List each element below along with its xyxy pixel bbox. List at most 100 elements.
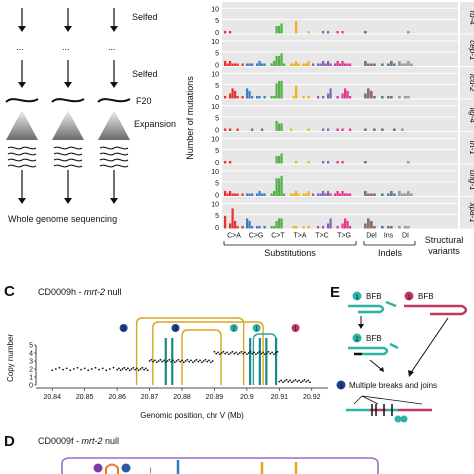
copy-number-points: [51, 350, 311, 384]
copy-number-ytick: 2: [29, 367, 33, 374]
mutation-bar: [336, 190, 339, 196]
copy-number-point: [170, 360, 173, 363]
copy-number-point: [148, 360, 151, 362]
mutation-bar: [241, 193, 244, 196]
mutation-bar: [364, 93, 367, 99]
sv-arc: [181, 329, 222, 385]
mutation-bar: [241, 63, 244, 66]
row-background: [222, 34, 458, 66]
mutation-bar: [251, 225, 254, 229]
row-ytick: 5: [215, 148, 219, 155]
copy-number-point: [301, 380, 304, 382]
mutation-bar: [387, 95, 390, 99]
copy-number-point: [307, 379, 310, 382]
badge-3-number: 3: [339, 383, 343, 390]
row-strip: [460, 99, 474, 131]
mutation-bar: [370, 63, 373, 66]
mutation-bar: [390, 190, 393, 196]
mutation-bar: [324, 193, 327, 196]
indels-label: Indels: [378, 248, 403, 258]
copy-number-point: [69, 369, 72, 372]
sv-label-2: variants: [428, 246, 460, 256]
mutation-bar: [236, 225, 239, 229]
mutation-bar: [407, 160, 410, 164]
copy-number-point: [119, 369, 122, 372]
genomic-position-xtick: 20.89: [206, 394, 224, 401]
mutation-bar: [327, 223, 330, 229]
mutation-bar: [336, 95, 339, 99]
copy-number-point: [98, 368, 100, 371]
mutation-bar: [364, 223, 367, 229]
copy-number-point: [172, 359, 174, 362]
mutation-bar: [280, 53, 283, 66]
mutation-bar: [336, 30, 339, 34]
mutation-bar: [387, 225, 390, 229]
copy-number-point: [163, 359, 165, 362]
mutation-class-label: DI: [402, 233, 409, 240]
copy-number-point: [190, 359, 192, 362]
genomic-position-xtick: 20.91: [271, 394, 289, 401]
mutation-bar: [248, 220, 251, 229]
mutation-bar: [231, 63, 234, 66]
mutation-bar: [278, 178, 281, 196]
copy-number-point: [206, 360, 209, 363]
row-ytick: 10: [211, 104, 219, 111]
mutation-bar: [231, 208, 234, 229]
mutation-bar: [370, 193, 373, 196]
copy-number-point: [215, 352, 218, 355]
row-background: [222, 2, 458, 34]
genomic-position-xtick: 20.86: [108, 394, 126, 401]
copy-number-ylabel: Copy number: [6, 334, 15, 382]
mutation-bar: [275, 155, 278, 164]
copy-number-point: [159, 358, 162, 361]
mutation-bar: [336, 225, 339, 229]
mutation-bar: [278, 25, 281, 34]
mutation-bar: [263, 225, 266, 229]
panel-e: E 1 BFB 1 BFB 2 BFB: [330, 284, 468, 423]
mutation-bar: [292, 63, 295, 66]
copy-number-point: [128, 369, 131, 372]
arrow-heads: [18, 26, 118, 204]
panel-d-arcs: [61, 457, 379, 474]
mutation-bar: [407, 190, 410, 196]
group-brackets: [223, 241, 416, 246]
mutation-bar: [297, 193, 300, 196]
substitutions-label: Substitutions: [264, 248, 316, 258]
copy-number-point: [278, 380, 281, 383]
mutation-bar: [258, 95, 261, 99]
copy-number-point: [309, 381, 311, 384]
mutation-bar: [336, 60, 339, 66]
mutation-bar: [307, 225, 310, 229]
mutation-bar: [275, 55, 278, 66]
mutation-bar: [317, 95, 320, 99]
mutation-bar: [234, 63, 237, 66]
mutation-bar: [280, 123, 283, 131]
copy-number-point: [154, 359, 156, 362]
sv-badge-number: 3: [174, 327, 178, 333]
copy-number-point: [251, 352, 254, 355]
mutation-bar: [327, 128, 330, 131]
copy-number-point: [184, 360, 187, 362]
mutation-bar: [229, 128, 232, 131]
copy-number-point: [271, 351, 274, 354]
mutation-bar: [398, 95, 401, 99]
row-strip: [460, 132, 474, 164]
copy-number-point: [264, 353, 266, 356]
mutation-bar: [263, 193, 266, 196]
copy-number-point: [191, 361, 194, 364]
mutation-bar: [246, 193, 249, 196]
copy-number-point: [209, 361, 212, 364]
selfed-label-1: Selfed: [132, 12, 158, 22]
row-label: ung-1: [468, 170, 474, 190]
sv-badge-icon: [229, 324, 238, 332]
mutation-bar: [344, 193, 347, 196]
copy-number-point: [300, 381, 302, 384]
genomic-position-xtick: 20.85: [76, 394, 94, 401]
mutation-bar: [344, 218, 347, 229]
badge-3-icon: [336, 380, 346, 390]
mutation-bar: [236, 95, 239, 99]
mutation-bar: [295, 60, 298, 66]
panel-d-title: CD0009f - mrt-2 null: [38, 436, 119, 446]
panel-c-letter: C: [4, 283, 15, 300]
mutation-bar: [329, 193, 332, 196]
